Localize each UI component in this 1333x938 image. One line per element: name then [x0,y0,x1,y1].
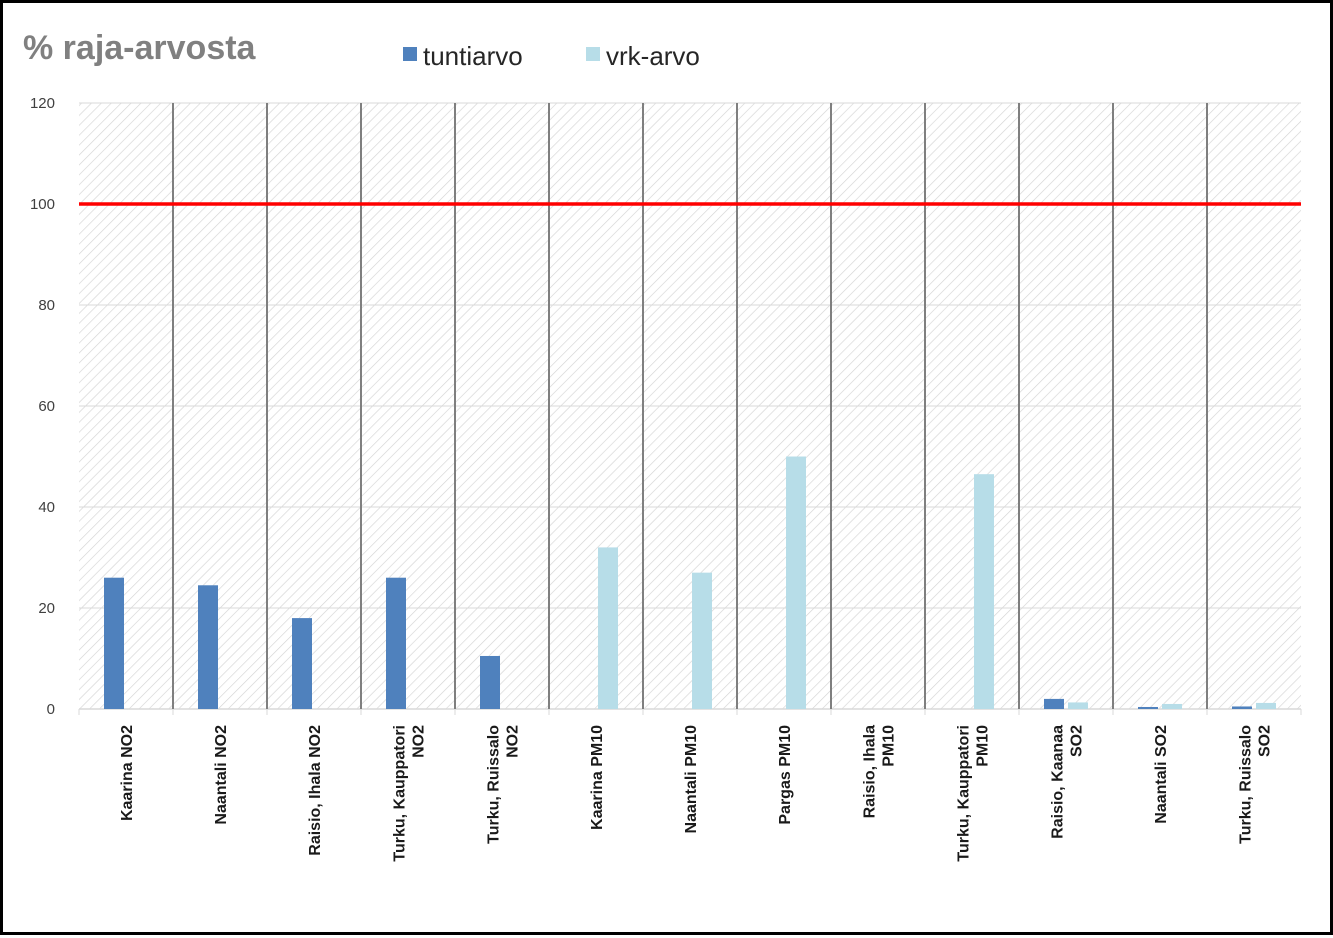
bars [104,456,1276,709]
x-tick-label-line: Kaarina NO2 [119,725,136,821]
bar-vrk-arvo [974,474,994,709]
bar-vrk-arvo [692,572,712,709]
x-tick-label: Naantali SO2 [1153,725,1170,824]
x-tick-label-line: NO2 [411,725,428,758]
bar-tuntiarvo [292,618,312,709]
bar-vrk-arvo [1068,702,1088,709]
y-tick-label: 60 [38,398,55,415]
bar-vrk-arvo [1256,702,1276,709]
x-tick-label-line: Turku, Ruissalo [486,725,503,844]
y-tick-label: 0 [47,701,55,718]
x-tick-label-line: Raisio, Ihala NO2 [307,725,324,856]
x-tick-label-line: Kaarina PM10 [589,725,606,830]
x-tick-label: Pargas PM10 [777,725,794,825]
x-tick-label: Turku, Kauppatori PM10 [956,725,992,862]
legend-label: tuntiarvo [423,41,523,71]
y-tick-label: 40 [38,499,55,516]
bar-vrk-arvo [1162,703,1182,709]
x-tick-label-line: SO2 [1069,725,1086,757]
bar-vrk-arvo [786,456,806,709]
chart-title: % raja-arvosta [23,29,257,67]
x-tick-label-line: Naantali SO2 [1153,725,1170,824]
y-tick-label: 20 [38,600,55,617]
legend-label: vrk-arvo [606,41,700,71]
x-tick-label-line: Naantali NO2 [213,725,230,825]
x-tick-label: Raisio, Ihala NO2 [307,725,324,856]
x-tick-label-line: NO2 [505,725,522,758]
x-tick-label: Turku, Ruissalo SO2 [1238,725,1274,844]
x-tick-label-line: Naantali PM10 [683,725,700,834]
bar-vrk-arvo [598,547,618,709]
x-tick-label-line: Turku, Kauppatori [392,725,409,862]
x-tick-label: Raisio, Ihala PM10 [862,725,898,818]
x-tick-label: Turku, Ruissalo NO2 [486,725,522,844]
bar-tuntiarvo [104,577,124,709]
x-tick-label: Naantali PM10 [683,725,700,834]
y-axis-ticks: 0 20 40 60 80 100 120 [30,95,55,718]
x-tick-label: Naantali NO2 [213,725,230,825]
x-tick-label: Kaarina NO2 [119,725,136,821]
bar-tuntiarvo [386,577,406,709]
x-tick-label-line: SO2 [1257,725,1274,757]
bar-tuntiarvo [1044,698,1064,709]
bar-tuntiarvo [1232,706,1252,709]
x-axis-ticks: Kaarina NO2 Naantali NO2 Raisio, Ihala NO2… [119,725,1274,862]
chart-legend: tuntiarvo vrk-arvo [403,41,700,71]
bar-tuntiarvo [198,585,218,709]
bar-chart: % raja-arvosta tuntiarvo vrk-arvo 0 20 40 60… [23,29,1302,862]
x-tick-label-line: PM10 [975,725,992,767]
x-tick-label-line: Turku, Ruissalo [1238,725,1255,844]
x-tick-label-line: Raisio, Ihala [862,725,879,818]
y-tick-label: 120 [30,95,55,112]
bar-tuntiarvo [1138,706,1158,709]
legend-swatch [403,47,417,61]
x-tick-label: Turku, Kauppatori NO2 [392,725,428,862]
y-tick-label: 80 [38,297,55,314]
y-tick-label: 100 [30,196,55,213]
x-tick-label: Raisio, Kaanaa SO2 [1050,725,1086,839]
x-tick-label: Kaarina PM10 [589,725,606,830]
x-tick-label-line: PM10 [881,725,898,767]
bar-tuntiarvo [480,655,500,709]
x-tick-label-line: Turku, Kauppatori [956,725,973,862]
x-tick-label-line: Raisio, Kaanaa [1050,725,1067,839]
legend-swatch [586,47,600,61]
x-tick-label-line: Pargas PM10 [777,725,794,825]
